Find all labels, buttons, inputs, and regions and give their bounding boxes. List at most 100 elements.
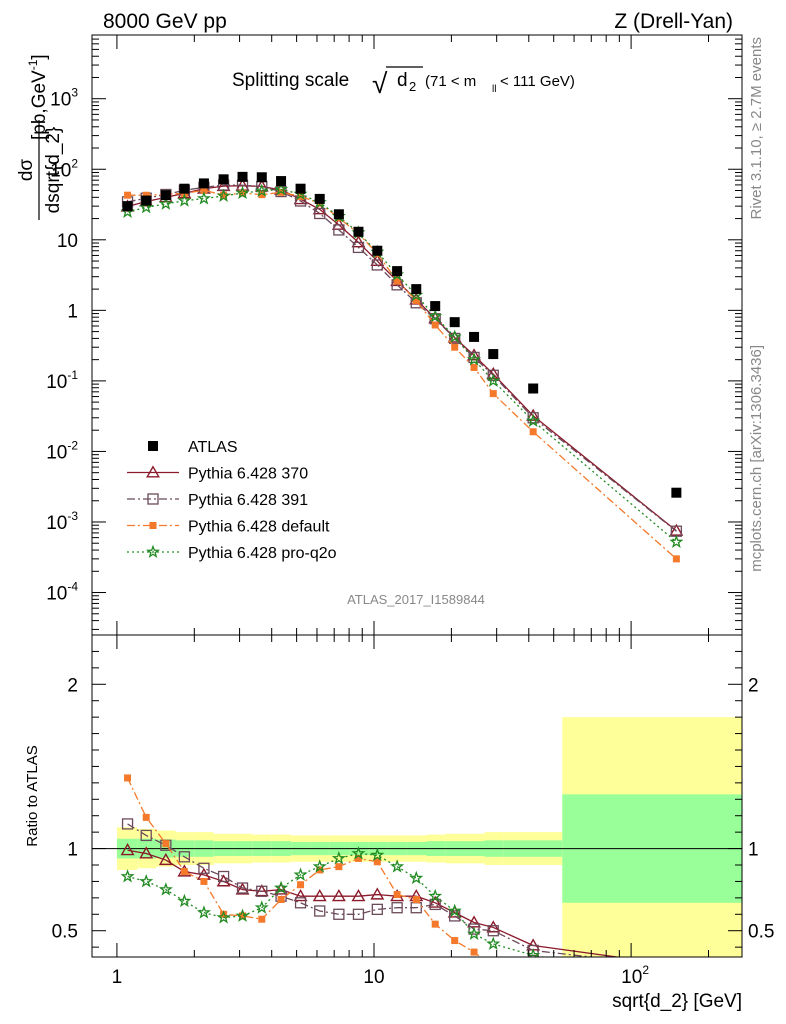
- y-tick-label: 10-1: [46, 368, 78, 393]
- point-atlas: [372, 245, 383, 256]
- point-pythia-6-428-pro-q2o: [139, 199, 154, 214]
- ratio-y-tick-label: 1: [67, 840, 78, 861]
- legend-marker-atlas: [148, 441, 158, 451]
- ratio-point-pythia-6-428-pro-q2o: [447, 903, 462, 918]
- ratio-point-pythia-6-428-391: [333, 908, 345, 920]
- point-pythia-6-428-default: [220, 191, 228, 199]
- ratio-point-pythia-6-428-pro-q2o: [428, 888, 443, 903]
- ratio-point-pythia-6-428-391: [468, 923, 480, 935]
- y-axis-label: dσ dsqrt{d_2}: [16, 120, 64, 220]
- ratio-point-pythia-6-428-370: [351, 889, 366, 902]
- ratio-point-pythia-6-428-391: [429, 898, 441, 911]
- ratio-point-pythia-6-428-391: [352, 908, 365, 920]
- ratio-point-pythia-6-428-pro-q2o: [177, 893, 192, 908]
- ratio-point-pythia-6-428-370: [428, 895, 443, 908]
- ratio-y-tick-label: 2: [67, 675, 78, 696]
- legend-label-pythia-6-428-370: Pythia 6.428 370: [188, 466, 308, 483]
- point-pythia-6-428-391: [275, 185, 287, 198]
- ratio-point-pythia-6-428-default: [431, 920, 439, 928]
- ratio-line-pythia-6-428-370: [127, 849, 622, 957]
- ratio-point-pythia-6-428-default: [142, 813, 150, 821]
- ratio-point-pythia-6-428-default: [180, 868, 188, 876]
- ratio-point-pythia-6-428-pro-q2o: [293, 867, 308, 881]
- ratio-point-pythia-6-428-391: [256, 885, 268, 897]
- y-tick-label: 10-3: [46, 509, 78, 534]
- ratio-y-tick-label-right: 2: [748, 675, 759, 696]
- ratio-point-pythia-6-428-391: [391, 902, 403, 914]
- legend-label-pythia-6-428-pro-q2o: Pythia 6.428 pro-q2o: [188, 545, 337, 562]
- ratio-line-pythia-6-428-391: [127, 823, 597, 957]
- ratio-point-pythia-6-428-370: [486, 920, 501, 933]
- y-tick-label: 103: [50, 86, 78, 111]
- ratio-point-pythia-6-428-391: [487, 925, 499, 937]
- ratio-point-pythia-6-428-default: [220, 910, 228, 918]
- point-pythia-6-428-default: [142, 191, 150, 199]
- legend-marker-pythia-6-428-pro-q2o: [145, 544, 161, 559]
- ratio-point-pythia-6-428-391: [140, 829, 152, 842]
- point-atlas: [141, 195, 152, 206]
- y-axis-unit: [pb,GeV-1]: [26, 54, 50, 140]
- ratio-point-pythia-6-428-370: [120, 843, 135, 856]
- ylabel-numerator: dσ: [16, 159, 37, 182]
- series-line-pythia-6-428-default: [127, 189, 677, 560]
- point-pythia-6-428-pro-q2o: [196, 191, 211, 205]
- x-axis-label: sqrt{d_2} [GeV]: [612, 991, 742, 1012]
- ratio-point-pythia-6-428-391: [371, 903, 383, 916]
- ratio-point-pythia-6-428-391: [198, 862, 210, 874]
- ratio-point-pythia-6-428-370: [139, 846, 154, 859]
- point-pythia-6-428-default: [393, 277, 401, 285]
- title-cut: (71 < m: [425, 73, 476, 90]
- ratio-point-pythia-6-428-391: [217, 870, 230, 883]
- y-tick-label: 10: [57, 231, 78, 252]
- ratio-point-pythia-6-428-default: [316, 866, 324, 874]
- header-right: Z (Drell-Yan): [614, 10, 733, 33]
- ratio-point-pythia-6-428-370: [331, 889, 346, 902]
- ratio-point-pythia-6-428-391: [294, 897, 307, 909]
- ratio-point-pythia-6-428-391: [236, 882, 249, 894]
- y-tick-label: 10-2: [46, 438, 78, 463]
- ylabel-denominator: dsqrt{d_2}: [43, 127, 64, 214]
- ratio-point-pythia-6-428-default: [335, 863, 343, 871]
- point-pythia-6-428-default: [258, 191, 266, 199]
- ratio-point-pythia-6-428-default: [258, 915, 266, 923]
- point-atlas: [333, 209, 344, 220]
- ylabel-unit: [pb,GeV-1]: [26, 54, 50, 140]
- legend-label-pythia-6-428-391: Pythia 6.428 391: [188, 492, 308, 509]
- title-var: d: [397, 70, 408, 91]
- point-pythia-6-428-391: [449, 332, 461, 345]
- y-tick-label: 1: [67, 301, 78, 322]
- point-pythia-6-428-default: [431, 321, 439, 329]
- main-panel: 10-4 10-3 10-2 10-1 1 10 102 103 ATLAS Pythia 6.…: [16, 34, 743, 636]
- ratio-point-pythia-6-428-default: [239, 912, 247, 920]
- point-pythia-6-428-pro-q2o: [254, 183, 269, 197]
- title-main: Splitting scale: [232, 70, 349, 91]
- ratio-point-pythia-6-428-370: [158, 852, 173, 866]
- ratio-point-pythia-6-428-pro-q2o: [196, 905, 211, 919]
- point-atlas: [392, 266, 403, 277]
- mcplots-label: mcplots.cern.ch [arXiv:1306.3436]: [748, 345, 765, 572]
- x-tick-label: 10: [363, 967, 384, 988]
- ratio-point-pythia-6-428-pro-q2o: [486, 936, 501, 950]
- ratio-y-tick-label: 0.5: [52, 922, 78, 943]
- ratio-point-pythia-6-428-pro-q2o: [120, 869, 135, 883]
- point-pythia-6-428-pro-q2o: [669, 534, 684, 549]
- point-atlas: [449, 317, 460, 328]
- ratio-y-label: Ratio to ATLAS: [24, 745, 41, 846]
- point-pythia-6-428-391: [371, 259, 383, 271]
- title-cut-end: < 111 GeV): [500, 73, 575, 90]
- ratio-point-pythia-6-428-391: [314, 905, 326, 917]
- ratio-point-pythia-6-428-370: [312, 889, 327, 902]
- point-pythia-6-428-pro-q2o: [158, 196, 173, 210]
- ratio-point-pythia-6-428-391: [449, 910, 461, 922]
- ratio-point-pythia-6-428-default: [277, 896, 285, 903]
- point-pythia-6-428-default: [470, 363, 478, 371]
- ratio-point-pythia-6-428-default: [490, 963, 497, 970]
- ratio-point-pythia-6-428-391: [121, 818, 134, 830]
- legend: ATLAS Pythia 6.428 370 Pythia 6.428 391 Pyt…: [127, 439, 337, 562]
- legend-marker-pythia-6-428-391: [147, 493, 159, 505]
- ratio-panel: 0.5 0.5 1 1 2 2 Ratio to ATLAS: [24, 634, 774, 970]
- chart-title: Splitting scale √ d 2 (71 < m ll < 111 G…: [232, 66, 575, 99]
- ratio-point-pythia-6-428-default: [297, 881, 305, 889]
- point-atlas: [528, 383, 539, 394]
